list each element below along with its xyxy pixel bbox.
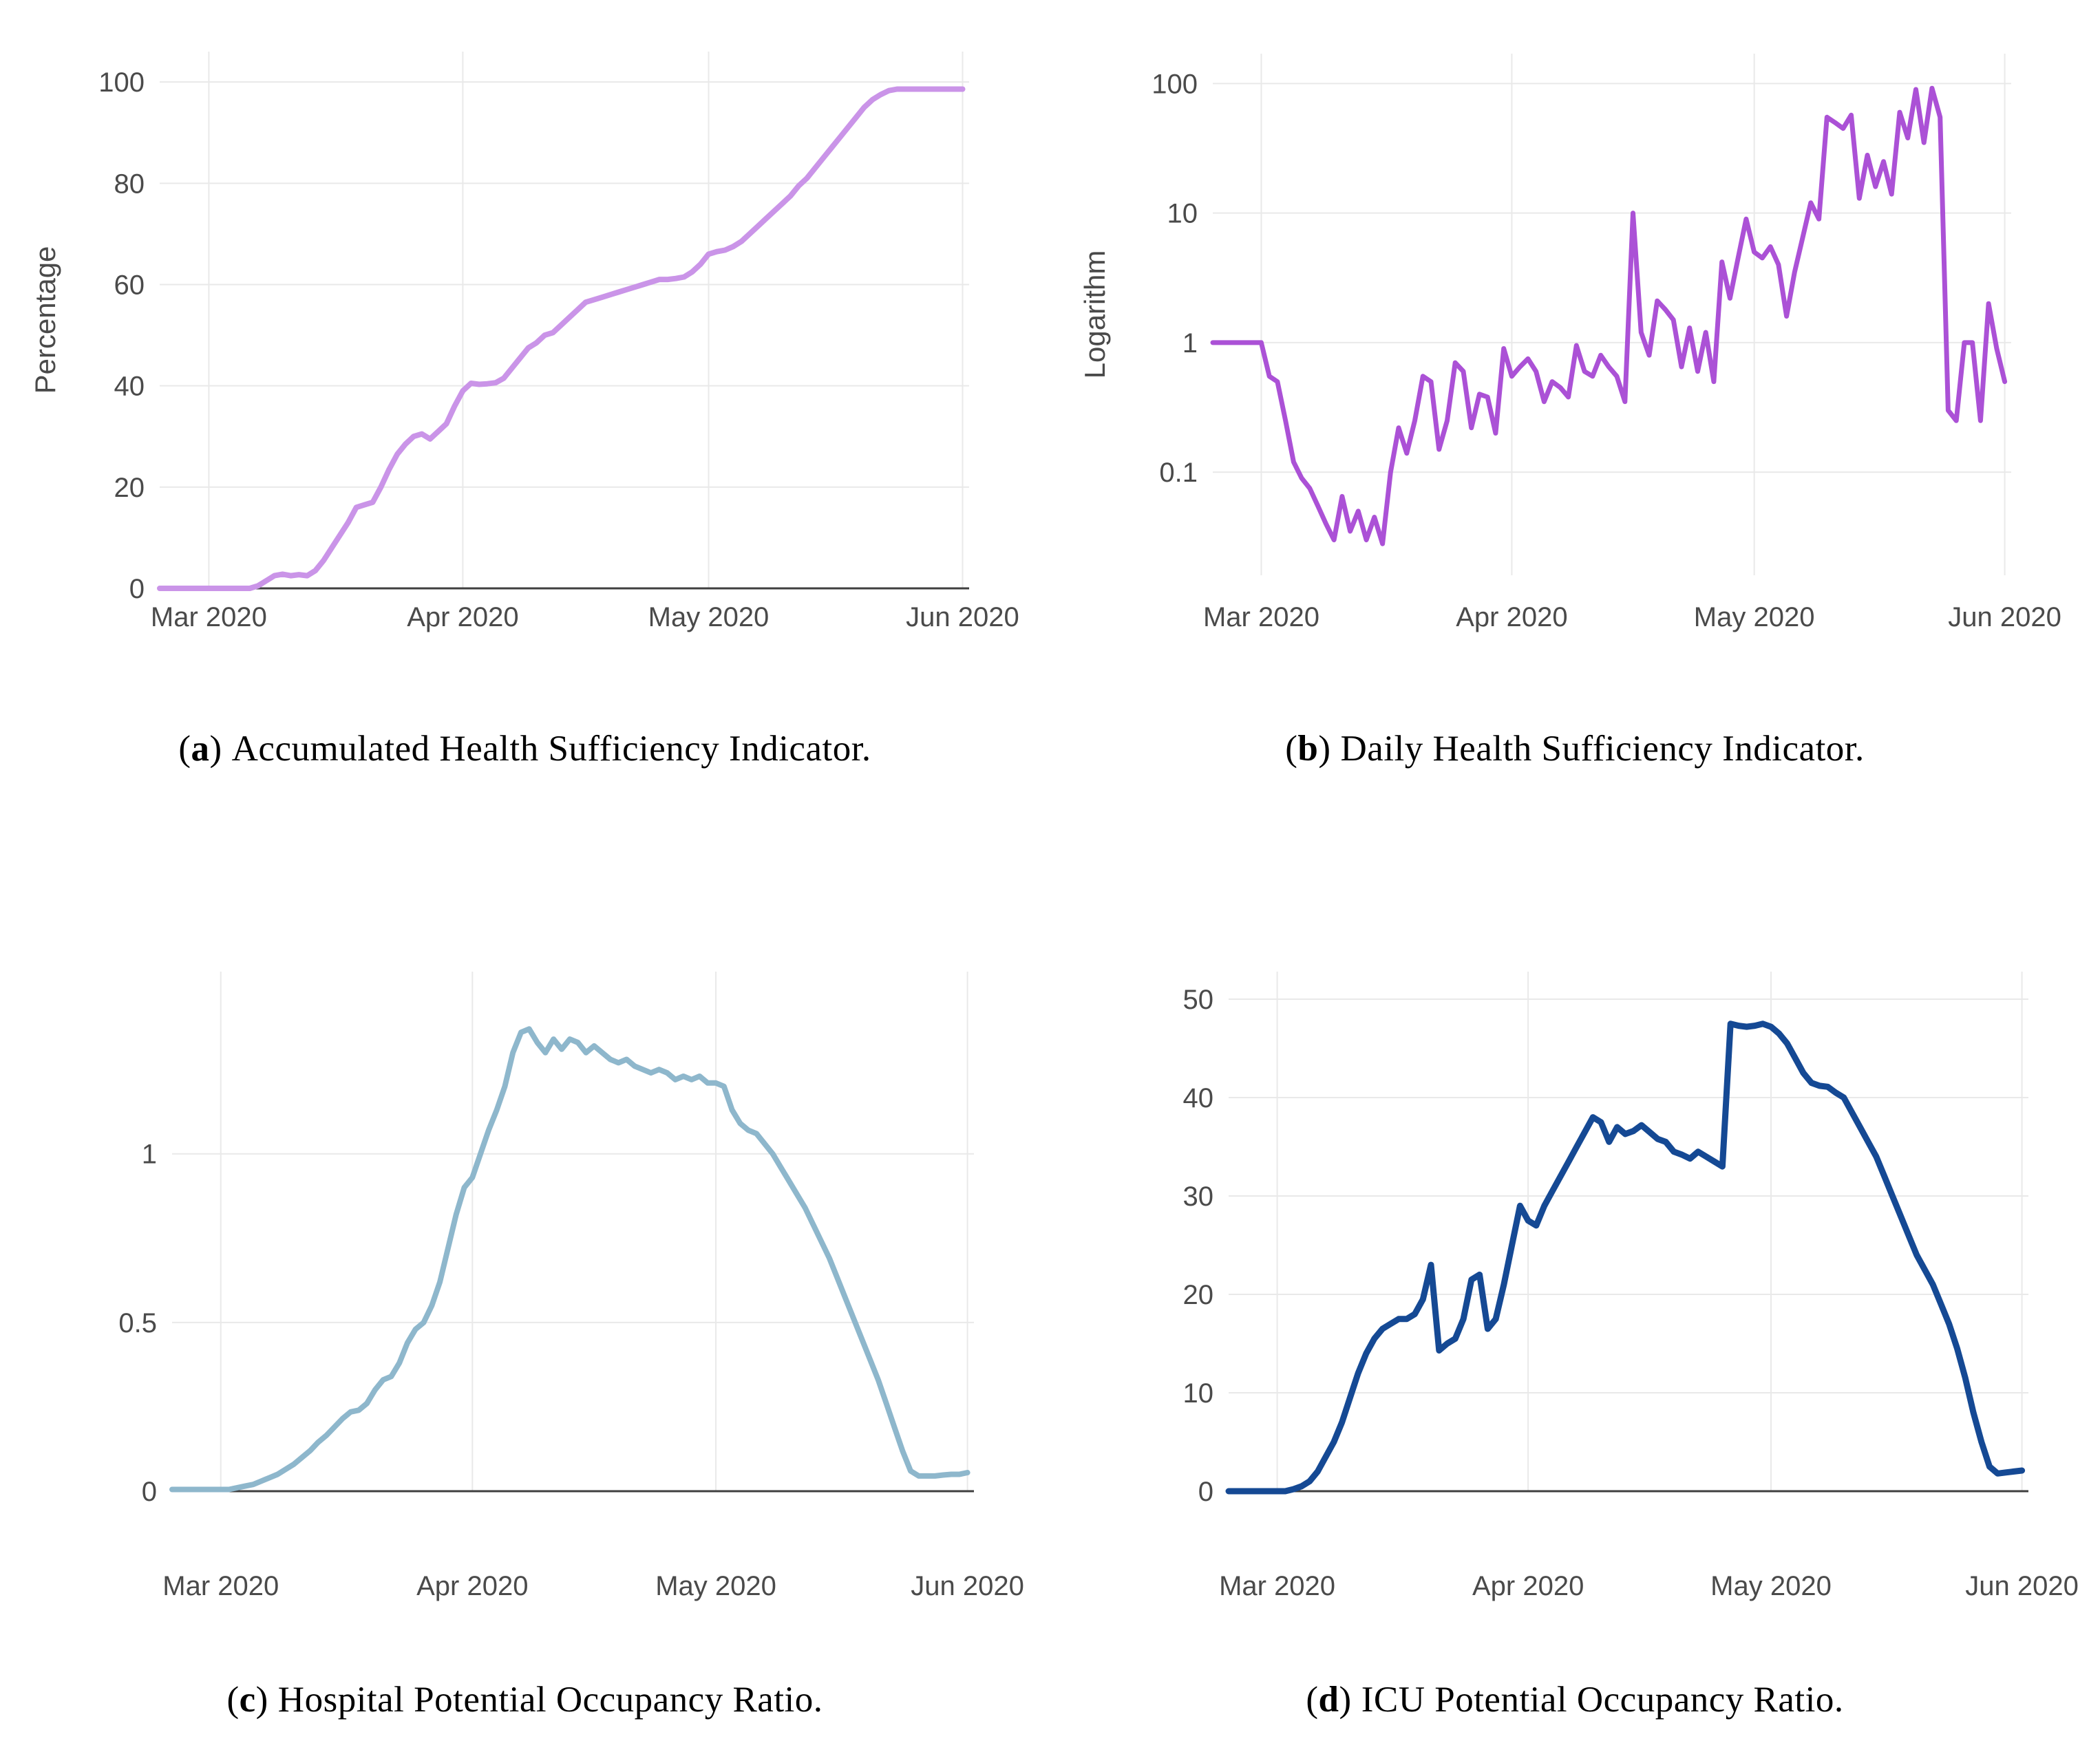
svg-text:0: 0 [1198, 1477, 1213, 1507]
gridlines-c [172, 972, 974, 1492]
chart-panel-b: 0.1 1 10 100 Mar 2020 Apr 2020 May 2020 Jun 202… [1050, 0, 2100, 688]
caption-b-paren-open: ( [1285, 729, 1298, 769]
svg-text:May 2020: May 2020 [1710, 1571, 1832, 1601]
svg-text:Apr 2020: Apr 2020 [1456, 602, 1567, 632]
caption-d-paren-open: ( [1306, 1680, 1319, 1720]
svg-text:80: 80 [114, 169, 145, 199]
caption-d: (d) ICU Potential Occupancy Ratio. [1050, 1652, 2100, 1763]
gridlines-a [160, 52, 969, 589]
svg-text:Jun 2020: Jun 2020 [911, 1571, 1024, 1601]
caption-c-paren-close: ) [255, 1680, 268, 1720]
svg-text:Jun 2020: Jun 2020 [906, 602, 1019, 632]
caption-a-letter: a [191, 729, 210, 769]
caption-c-paren-open: ( [226, 1680, 240, 1720]
chart-d-svg: 0 10 20 30 40 50 Mar 2020 Apr 2020 May 2020 Jun 2… [1183, 972, 2079, 1601]
svg-text:Mar 2020: Mar 2020 [1203, 602, 1319, 632]
svg-text:May 2020: May 2020 [655, 1571, 776, 1601]
svg-text:Apr 2020: Apr 2020 [1472, 1571, 1584, 1601]
caption-b-letter: b [1297, 729, 1319, 769]
svg-text:20: 20 [1183, 1280, 1214, 1310]
svg-text:1: 1 [142, 1140, 157, 1170]
svg-text:100: 100 [98, 67, 145, 98]
chart-b-svg: 0.1 1 10 100 Mar 2020 Apr 2020 May 2020 Jun 202… [1079, 54, 2061, 632]
caption-b: (b) Daily Health Sufficiency Indicator. [1050, 688, 2100, 929]
caption-d-label: (d) [1306, 1680, 1351, 1720]
chart-panel-a: 0 20 40 60 80 100 Mar 2020 Apr 2020 May 2020 Jun … [0, 0, 1050, 688]
x-tick-labels-c: Mar 2020 Apr 2020 May 2020 Jun 2020 [162, 1571, 1024, 1601]
svg-text:0: 0 [142, 1477, 157, 1507]
svg-text:Apr 2020: Apr 2020 [407, 602, 518, 632]
caption-a-label: (a) [178, 729, 222, 769]
svg-text:60: 60 [114, 270, 145, 300]
series-line-a [157, 86, 966, 591]
svg-text:May 2020: May 2020 [1694, 602, 1815, 632]
svg-text:1: 1 [1182, 328, 1198, 359]
svg-text:30: 30 [1183, 1182, 1214, 1212]
caption-d-letter: d [1318, 1680, 1339, 1720]
caption-c-label: (c) [226, 1680, 268, 1720]
y-tick-labels-a: 0 20 40 60 80 100 [98, 67, 145, 604]
y-tick-labels-d: 0 10 20 30 40 50 [1183, 985, 1214, 1507]
svg-text:Mar 2020: Mar 2020 [162, 1571, 279, 1601]
svg-text:0: 0 [129, 574, 145, 604]
svg-text:40: 40 [114, 372, 145, 402]
gridlines-b [1213, 54, 2011, 575]
caption-b-label: (b) [1285, 729, 1330, 769]
svg-text:0.1: 0.1 [1159, 458, 1198, 488]
svg-text:Jun 2020: Jun 2020 [1948, 602, 2061, 632]
series-line-c [169, 1026, 971, 1493]
svg-text:20: 20 [114, 473, 145, 503]
svg-text:Mar 2020: Mar 2020 [151, 602, 267, 632]
x-tick-labels-d: Mar 2020 Apr 2020 May 2020 Jun 2020 [1219, 1571, 2079, 1601]
chart-a-svg: 0 20 40 60 80 100 Mar 2020 Apr 2020 May 2020 Jun … [29, 52, 1019, 632]
svg-text:0.5: 0.5 [118, 1308, 157, 1338]
y-axis-title-b: Logarithm [1079, 250, 1111, 379]
caption-d-text: ICU Potential Occupancy Ratio. [1361, 1680, 1844, 1720]
caption-b-text: Daily Health Sufficiency Indicator. [1340, 729, 1865, 769]
caption-a-paren-open: ( [178, 729, 191, 769]
y-tick-labels-c: 00.51 [118, 1140, 157, 1507]
svg-text:100: 100 [1152, 69, 1198, 99]
svg-text:10: 10 [1183, 1378, 1214, 1409]
chart-panel-c: 0 0.5 1 Mar 2020 Apr 2020 May 2020 Jun 2020 [0, 929, 1050, 1652]
series-line-b [1210, 85, 2008, 546]
caption-a-paren-close: ) [209, 729, 222, 769]
svg-text:50: 50 [1183, 985, 1214, 1015]
caption-a: (a) Accumulated Health Sufficiency Indica… [0, 688, 1050, 929]
svg-text:Jun 2020: Jun 2020 [1965, 1571, 2079, 1601]
y-tick-labels-b: 0.1 1 10 100 [1152, 69, 1198, 488]
chart-panel-d: 0 10 20 30 40 50 Mar 2020 Apr 2020 May 2020 Jun 2… [1050, 929, 2100, 1652]
caption-c-text: Hospital Potential Occupancy Ratio. [277, 1680, 823, 1720]
caption-a-text: Accumulated Health Sufficiency Indicator… [231, 729, 871, 769]
svg-text:Mar 2020: Mar 2020 [1219, 1571, 1335, 1601]
svg-text:40: 40 [1183, 1083, 1214, 1113]
caption-d-paren-close: ) [1339, 1680, 1352, 1720]
caption-c: (c) Hospital Potential Occupancy Ratio. [0, 1652, 1050, 1763]
x-tick-labels-a: Mar 2020 Apr 2020 May 2020 Jun 2020 [151, 602, 1019, 632]
caption-c-letter: c [239, 1680, 256, 1720]
svg-text:May 2020: May 2020 [648, 602, 770, 632]
svg-text:Apr 2020: Apr 2020 [416, 1571, 528, 1601]
caption-b-paren-close: ) [1318, 729, 1331, 769]
svg-text:10: 10 [1167, 199, 1198, 229]
y-axis-title-a: Percentage [29, 246, 61, 394]
series-line-d [1225, 1021, 2026, 1495]
x-tick-labels-b: Mar 2020 Apr 2020 May 2020 Jun 2020 [1203, 602, 2061, 632]
